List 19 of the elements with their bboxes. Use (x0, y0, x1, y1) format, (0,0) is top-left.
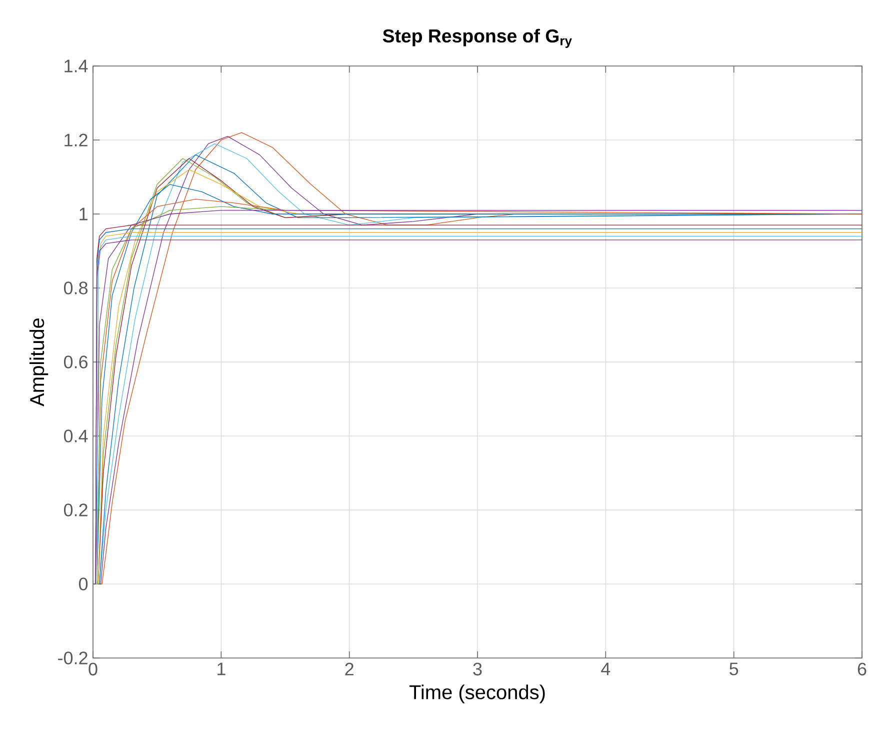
chart-title: Step Response of G$_{ry}$ (382, 28, 572, 48)
x-tick-label: 6 (858, 662, 866, 676)
x-tick-label: 2 (345, 662, 354, 676)
x-axis-title: Time (seconds) (409, 684, 545, 704)
x-tick-label: 4 (601, 662, 610, 676)
x-tick-label: 3 (473, 662, 482, 676)
y-tick-label: -0.2 (58, 652, 88, 664)
x-tick-label: 0 (88, 662, 98, 676)
y-tick-label: 1.2 (64, 134, 88, 146)
y-tick-label: 1 (80, 208, 88, 220)
y-tick-label: 0.8 (64, 282, 88, 294)
x-tick-label: 1 (218, 662, 226, 676)
y-tick-label: 1.4 (64, 60, 88, 72)
y-tick-label: 0 (78, 578, 88, 590)
y-tick-label: 0.4 (64, 430, 88, 442)
y-tick-label: 0.2 (64, 504, 88, 516)
y-tick-label: 0.6 (64, 356, 88, 368)
y-axis-title: Amplitude (29, 318, 48, 406)
x-tick-label: 5 (730, 662, 738, 676)
